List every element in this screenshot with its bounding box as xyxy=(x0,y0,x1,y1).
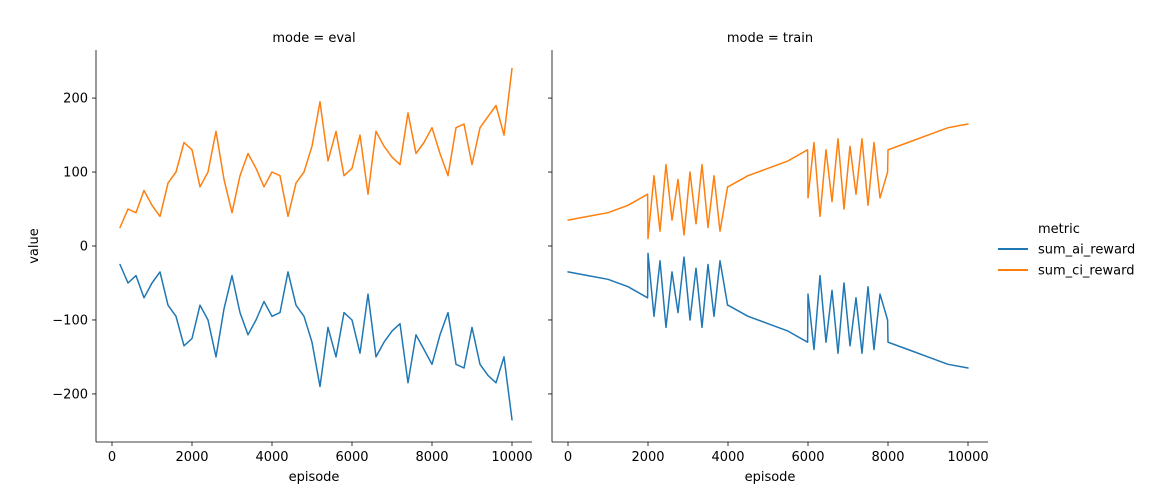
legend-label-sum_ci_reward: sum_ci_reward xyxy=(1038,264,1134,279)
x-tick-label: 6000 xyxy=(335,450,368,465)
x-tick-label: 4000 xyxy=(255,450,288,465)
y-tick-label: 100 xyxy=(63,166,88,181)
series-line-sum_ai_reward-train xyxy=(567,252,969,369)
x-tick-label: 8000 xyxy=(871,450,904,465)
y-tick-label: 200 xyxy=(63,92,88,107)
x-tick-label: 2000 xyxy=(175,450,208,465)
x-tick-label: 0 xyxy=(564,450,572,465)
legend-title: metric xyxy=(1038,222,1080,237)
x-tick-label: 0 xyxy=(108,450,116,465)
x-tick-label: 2000 xyxy=(631,450,664,465)
series-line-sum_ci_reward-train xyxy=(567,123,969,240)
series-line-sum_ci_reward-eval xyxy=(119,67,513,229)
legend-label-sum_ai_reward: sum_ai_reward xyxy=(1038,243,1135,258)
x-tick-label: 10000 xyxy=(491,450,532,465)
x-tick-label: 4000 xyxy=(711,450,744,465)
x-axis-label-1: episode xyxy=(745,470,796,485)
x-tick-label: 8000 xyxy=(415,450,448,465)
x-axis-label-0: episode xyxy=(289,470,340,485)
facet-title-0: mode = eval xyxy=(272,31,355,46)
y-tick-label: −100 xyxy=(52,313,88,328)
x-tick-label: 6000 xyxy=(791,450,824,465)
x-tick-label: 10000 xyxy=(947,450,988,465)
series-line-sum_ai_reward-eval xyxy=(119,263,513,421)
y-tick-label: −200 xyxy=(52,387,88,402)
facet-title-1: mode = train xyxy=(727,31,813,46)
y-axis-label: value xyxy=(27,228,42,264)
y-tick-label: 0 xyxy=(80,240,88,255)
